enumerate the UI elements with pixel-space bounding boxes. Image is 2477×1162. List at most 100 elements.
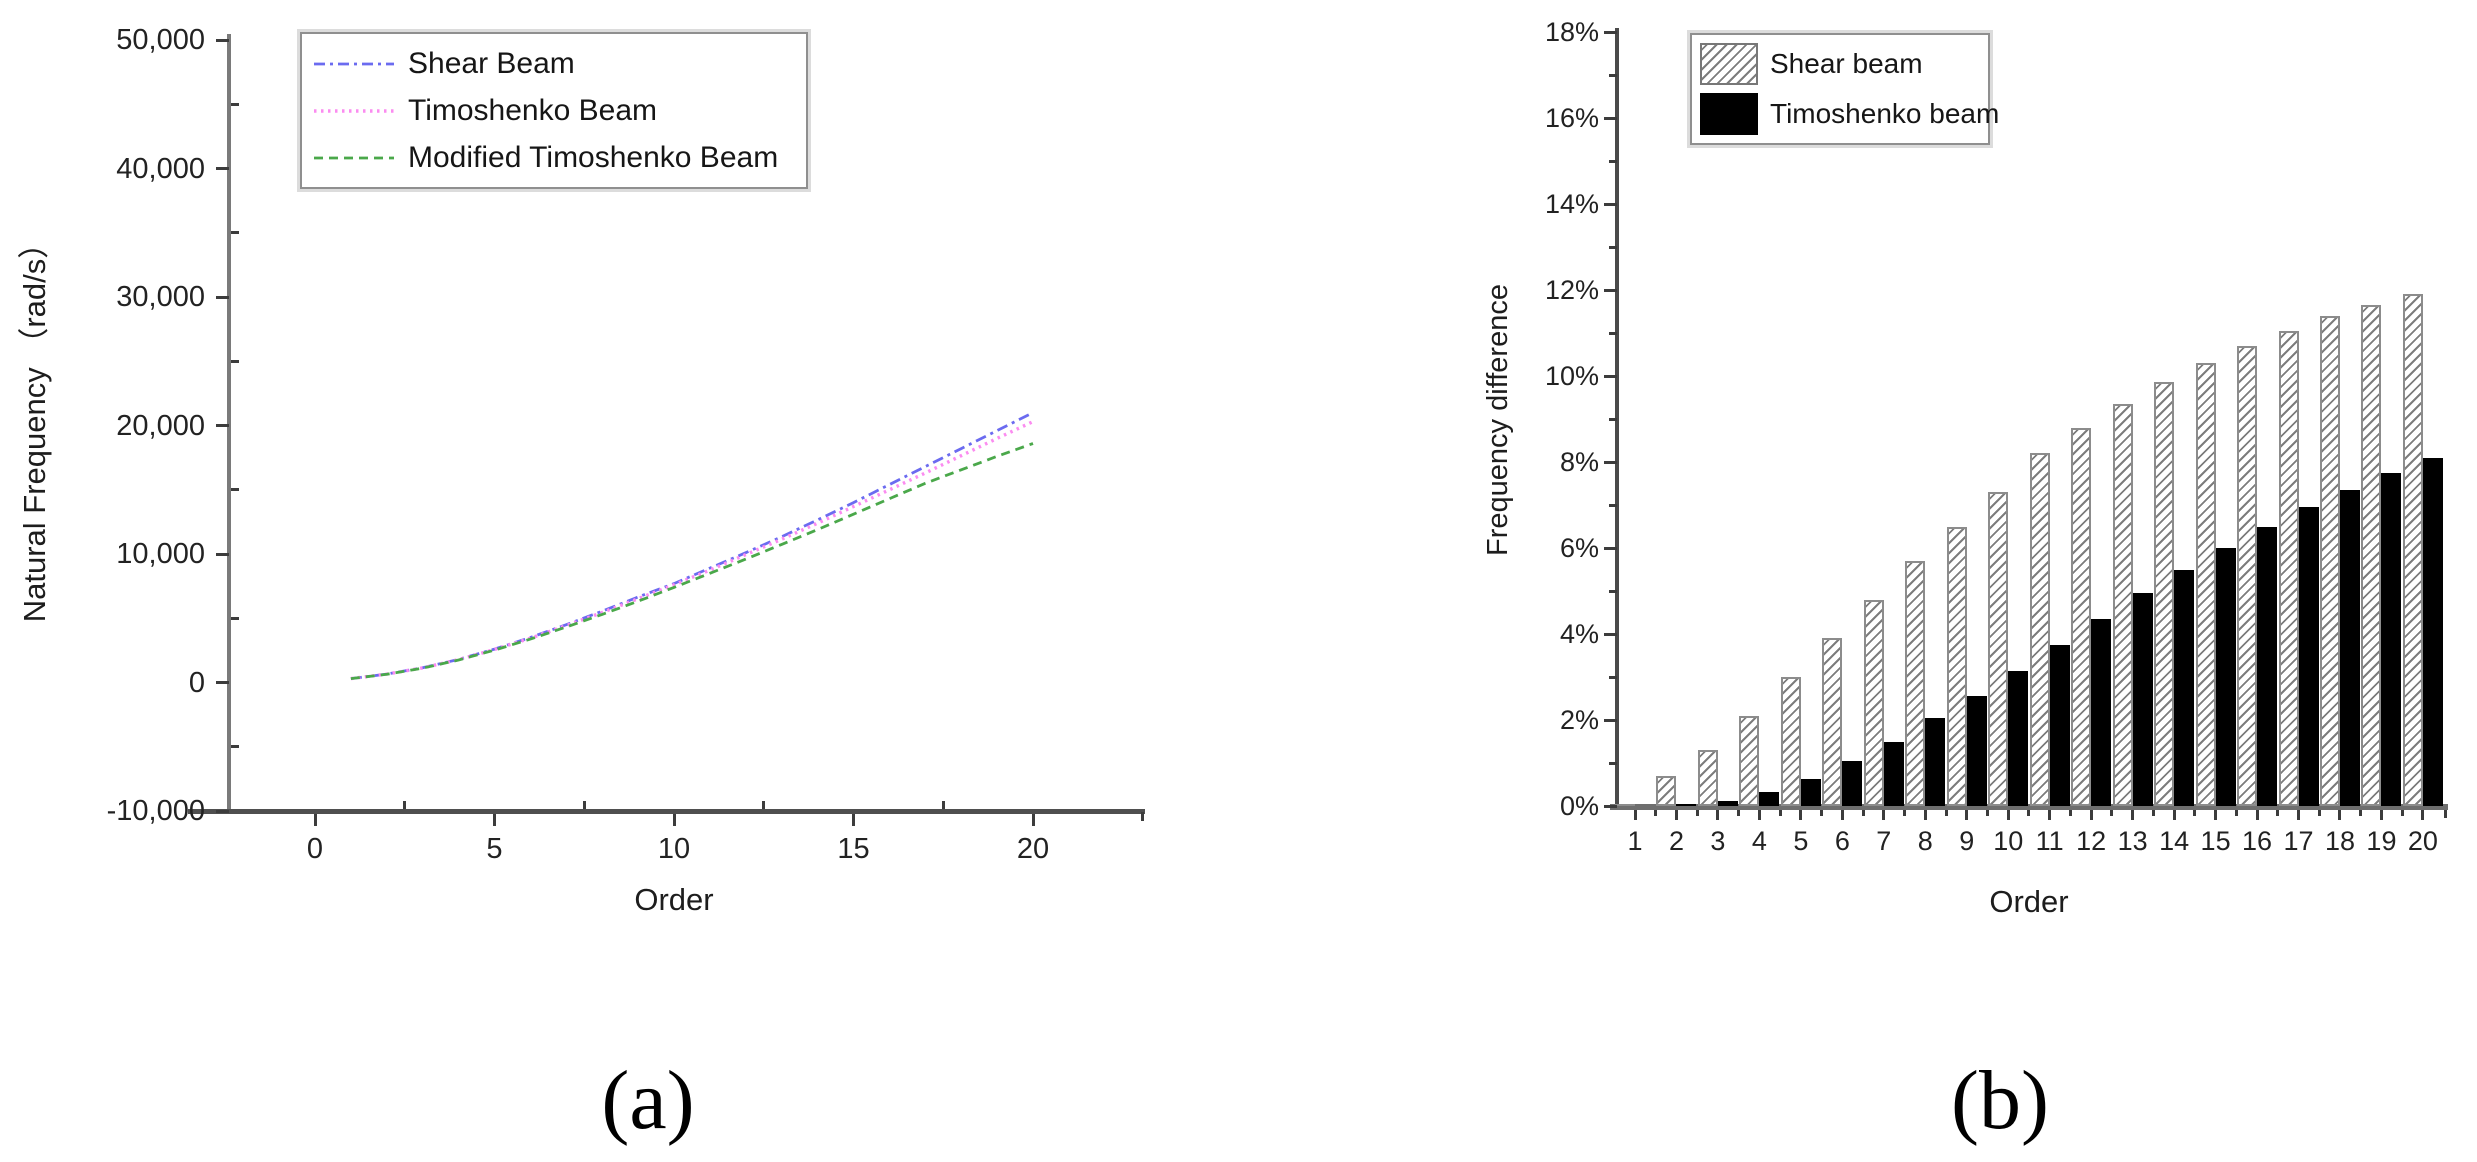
y-minor-tick	[1609, 761, 1617, 765]
x-minor-tick	[1695, 810, 1699, 816]
y-tick-label: 8%	[1559, 447, 1599, 477]
y-major-tick	[216, 295, 229, 299]
bar-shear-beam-order-17	[2278, 330, 2299, 806]
x-major-tick	[1799, 810, 1803, 820]
x-minor-tick	[1820, 810, 1824, 816]
y-major-tick	[1604, 460, 1617, 464]
bar-timoshenko-beam-order-18	[2339, 489, 2360, 806]
y-tick-label: 30,000	[116, 281, 205, 313]
bar-timoshenko-beam-order-11	[2049, 644, 2070, 806]
x-minor-tick	[2359, 810, 2363, 816]
x-tick-label: 15	[837, 833, 870, 865]
x-tick-label: 13	[2117, 826, 2148, 856]
x-minor-tick	[1944, 810, 1948, 816]
bar-shear-beam-order-7	[1863, 599, 1884, 806]
bar-shear-beam-order-15	[2195, 363, 2216, 806]
x-tick-label: 3	[1710, 826, 1726, 856]
bar-timoshenko-beam-order-17	[2298, 507, 2319, 806]
x-major-tick	[1840, 810, 1844, 820]
x-minor-tick	[2193, 810, 2197, 816]
bar-timoshenko-beam-order-14	[2174, 569, 2195, 806]
y-major-tick	[216, 38, 229, 42]
bar-shear-beam-order-12	[2071, 427, 2092, 806]
bar-shear-beam-order-20	[2402, 294, 2423, 806]
x-tick-label: 8	[1917, 826, 1933, 856]
x-major-tick	[1633, 810, 1637, 820]
y-major-tick	[216, 809, 229, 813]
x-minor-tick	[2234, 810, 2238, 816]
x-tick-label: 9	[1959, 826, 1975, 856]
x-minor-tick	[403, 801, 407, 809]
series-line-modified-timoshenko-beam	[350, 442, 1034, 680]
y-tick-label: 14%	[1544, 189, 1599, 219]
y-minor-tick	[1609, 675, 1617, 679]
bar-timoshenko-beam-order-20	[2422, 457, 2443, 806]
y-minor-tick	[231, 745, 239, 749]
y-major-tick	[1604, 804, 1617, 808]
chart-a-y-axis	[227, 34, 231, 814]
bar-shear-beam-order-6	[1822, 638, 1843, 806]
y-tick-label: 16%	[1544, 103, 1599, 133]
y-major-tick	[1604, 202, 1617, 206]
y-tick-label: 2%	[1559, 705, 1599, 735]
x-major-tick	[2131, 810, 2135, 820]
y-tick-label: 40,000	[116, 152, 205, 185]
y-minor-tick	[231, 231, 239, 235]
bar-timoshenko-beam-order-3	[1717, 800, 1738, 806]
x-major-tick	[2214, 810, 2218, 820]
x-tick-label: 7	[1876, 826, 1892, 856]
bar-shear-beam-order-2	[1656, 775, 1677, 806]
x-tick-label: 11	[2035, 826, 2064, 856]
y-minor-tick	[1609, 503, 1617, 507]
bar-timoshenko-beam-order-2	[1676, 803, 1697, 806]
y-minor-tick	[1609, 159, 1617, 163]
x-minor-tick	[1985, 810, 1989, 816]
y-minor-tick	[1609, 331, 1617, 335]
legend-line-sample	[314, 108, 394, 113]
y-tick-label: 18%	[1544, 17, 1599, 47]
bar-timoshenko-beam-order-4	[1759, 791, 1780, 806]
x-tick-label: 6	[1834, 826, 1850, 856]
bar-shear-beam-order-18	[2319, 315, 2340, 806]
y-tick-label: 10%	[1544, 361, 1599, 391]
x-major-tick	[1965, 810, 1969, 820]
chart-a-legend: Shear Beam Timoshenko Beam Modified Timosh…	[300, 32, 808, 189]
legend-label: Shear beam	[1770, 48, 1923, 79]
x-minor-tick	[2317, 810, 2321, 816]
x-tick-label: 20	[1016, 833, 1050, 865]
chart-b-legend: Shear beam Timoshenko beam	[1690, 33, 1999, 145]
x-tick-label: 10	[657, 833, 691, 865]
y-tick-label: 20,000	[116, 409, 205, 442]
x-major-tick	[493, 814, 496, 826]
chart-b-y-axis-title: Frequency difference	[1482, 284, 1514, 556]
x-major-tick	[2379, 810, 2383, 820]
x-major-tick	[1757, 810, 1761, 820]
bar-shear-beam-order-11	[2029, 453, 2050, 806]
x-major-tick	[2297, 810, 2301, 820]
x-axis-end-tick	[1141, 812, 1144, 821]
x-tick-label: 17	[2283, 826, 2314, 856]
chart-b-y-axis	[1615, 28, 1619, 810]
bar-timoshenko-beam-order-7	[1883, 741, 1904, 806]
y-major-tick	[1604, 30, 1617, 34]
x-tick-label: 10	[1993, 826, 2024, 856]
x-minor-tick	[2151, 810, 2155, 816]
x-minor-tick	[941, 801, 945, 809]
x-major-tick	[1674, 810, 1678, 820]
legend-label: Modified Timoshenko Beam	[408, 140, 779, 174]
x-major-tick	[2048, 810, 2052, 820]
y-minor-tick	[1609, 589, 1617, 593]
y-minor-tick	[231, 102, 239, 106]
legend-label: Timoshenko Beam	[408, 93, 657, 127]
bar-timoshenko-beam-order-13	[2132, 593, 2153, 806]
x-major-tick	[2006, 810, 2010, 820]
legend-label: Timoshenko beam	[1770, 98, 2000, 129]
y-minor-tick	[1609, 417, 1617, 421]
y-minor-tick	[1609, 73, 1617, 77]
y-tick-label: 12%	[1544, 275, 1599, 305]
x-major-tick	[852, 814, 855, 826]
y-major-tick	[1604, 288, 1617, 292]
x-minor-tick	[1903, 810, 1907, 816]
legend-entry: Modified Timoshenko Beam	[314, 141, 794, 175]
bar-shear-beam-order-13	[2112, 403, 2133, 806]
